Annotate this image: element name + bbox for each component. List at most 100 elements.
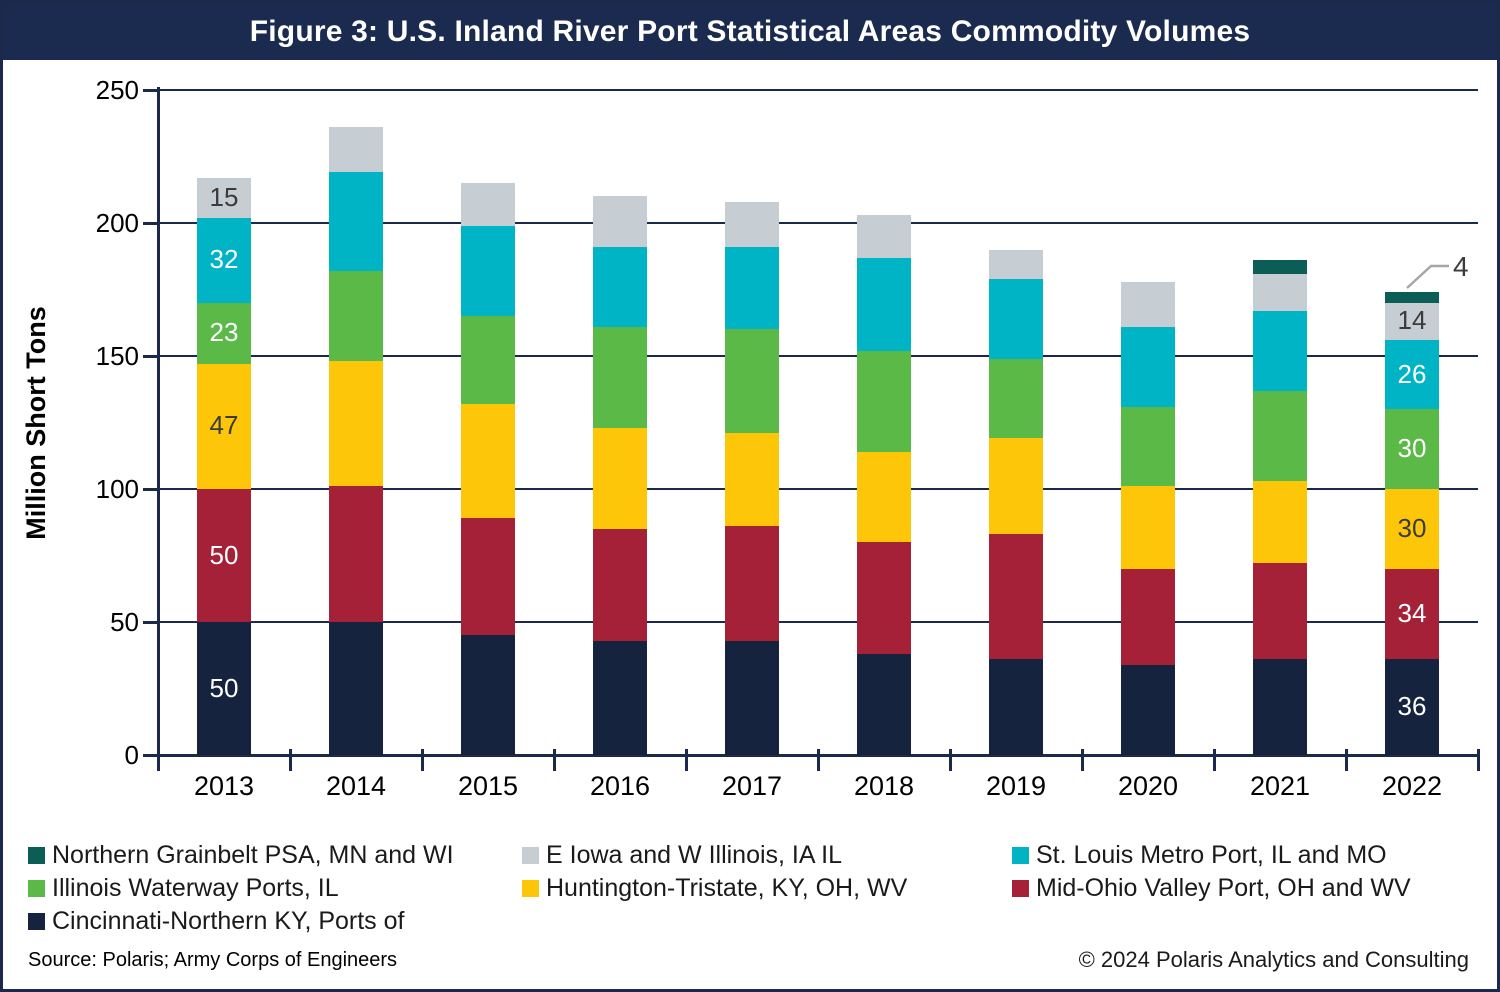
legend-item: Northern Grainbelt PSA, MN and WI xyxy=(28,841,454,869)
bar-value-label: 50 xyxy=(209,672,239,703)
bar-segment xyxy=(1253,563,1307,660)
x-tick-0 xyxy=(156,749,160,771)
bar-segment: 34 xyxy=(1385,568,1439,660)
y-axis-line xyxy=(157,87,160,761)
bar-segment xyxy=(857,451,911,543)
bar-segment xyxy=(1121,326,1175,407)
x-tick-1 xyxy=(288,749,292,771)
legend-item: Mid-Ohio Valley Port, OH and WV xyxy=(1012,874,1411,902)
bar-value-label: 30 xyxy=(1397,512,1427,543)
y-tick-label-200: 200 xyxy=(95,208,139,238)
y-axis-title: Million Short Tons xyxy=(21,306,51,540)
bar-segment: 30 xyxy=(1385,409,1439,489)
x-tick-7 xyxy=(1080,749,1084,771)
y-tick-250 xyxy=(143,88,158,92)
legend-swatch-icon xyxy=(522,847,539,864)
bar-segment: 50 xyxy=(197,622,251,755)
bar-segment xyxy=(989,249,1043,279)
gridline-150 xyxy=(158,355,1478,357)
bar-segment xyxy=(1253,390,1307,482)
bar-segment xyxy=(461,316,515,404)
legend-swatch-icon xyxy=(1012,847,1029,864)
callout-value-label: 4 xyxy=(1453,251,1469,282)
x-tick-6 xyxy=(948,749,952,771)
bar-segment xyxy=(989,659,1043,755)
bar-segment xyxy=(593,196,647,247)
x-tick-8 xyxy=(1212,749,1216,771)
bar-segment xyxy=(593,326,647,428)
bar-value-label: 47 xyxy=(209,410,239,441)
y-tick-label-0: 0 xyxy=(124,740,139,770)
bar-value-label: 15 xyxy=(209,181,239,212)
bar-segment xyxy=(461,635,515,755)
y-tick-100 xyxy=(143,487,158,491)
bar-segment xyxy=(857,215,911,258)
copyright-note: © 2024 Polaris Analytics and Consulting xyxy=(1078,947,1469,972)
legend-label: E Iowa and W Illinois, IA IL xyxy=(546,841,842,869)
legend-swatch-icon xyxy=(522,880,539,897)
y-tick-150 xyxy=(143,354,158,358)
bar-segment xyxy=(1121,406,1175,487)
legend-label: Northern Grainbelt PSA, MN and WI xyxy=(52,841,454,869)
bar-segment xyxy=(1253,310,1307,391)
bar-segment xyxy=(725,246,779,330)
bar-segment xyxy=(329,127,383,173)
x-category-label-2018: 2018 xyxy=(853,771,915,801)
bar-segment xyxy=(857,542,911,654)
x-tick-2 xyxy=(420,749,424,771)
bar-segment xyxy=(461,225,515,317)
bar-segment: 32 xyxy=(197,217,251,303)
x-category-label-2021: 2021 xyxy=(1249,771,1311,801)
legend-swatch-icon xyxy=(1012,880,1029,897)
legend-label: Illinois Waterway Ports, IL xyxy=(52,874,339,902)
x-tick-4 xyxy=(684,749,688,771)
bar-segment xyxy=(1121,486,1175,569)
legend-label: Mid-Ohio Valley Port, OH and WV xyxy=(1036,874,1411,902)
y-tick-label-250: 250 xyxy=(95,75,139,105)
bar-segment xyxy=(1253,260,1307,274)
bar-value-label: 36 xyxy=(1397,691,1427,722)
legend-swatch-icon xyxy=(28,913,45,930)
x-tick-5 xyxy=(816,749,820,771)
bar-segment xyxy=(329,270,383,362)
bar-segment xyxy=(329,622,383,755)
bar-segment: 30 xyxy=(1385,489,1439,569)
bar-segment xyxy=(329,486,383,622)
callout-connector-line xyxy=(1406,264,1449,289)
bar-segment xyxy=(1121,664,1175,755)
y-tick-200 xyxy=(143,221,158,225)
bar-value-label: 34 xyxy=(1397,598,1427,629)
gridline-200 xyxy=(158,222,1478,224)
y-tick-0 xyxy=(143,753,158,757)
bar-segment: 50 xyxy=(197,489,251,622)
bar-value-label: 50 xyxy=(209,539,239,570)
bar-segment xyxy=(593,246,647,327)
y-tick-label-150: 150 xyxy=(95,341,139,371)
bar-segment xyxy=(461,403,515,519)
y-tick-50 xyxy=(143,620,158,624)
bar-value-label: 32 xyxy=(209,244,239,275)
legend-item: Cincinnati-Northern KY, Ports of xyxy=(28,907,404,935)
bar-segment xyxy=(1385,292,1439,303)
x-category-label-2017: 2017 xyxy=(721,771,783,801)
x-tick-9 xyxy=(1344,749,1348,771)
x-tick-10 xyxy=(1476,749,1480,771)
chart-legend: Northern Grainbelt PSA, MN and WI Illinoi… xyxy=(25,841,1475,941)
bar-segment xyxy=(593,427,647,529)
bar-segment xyxy=(857,257,911,351)
bar-segment: 26 xyxy=(1385,340,1439,410)
x-tick-3 xyxy=(552,749,556,771)
bar-segment xyxy=(857,350,911,452)
bar-segment xyxy=(725,640,779,755)
bar-segment xyxy=(989,358,1043,439)
x-category-label-2020: 2020 xyxy=(1117,771,1179,801)
bar-segment xyxy=(1121,568,1175,665)
bar-segment xyxy=(1253,481,1307,564)
bar-segment xyxy=(725,433,779,527)
source-note: Source: Polaris; Army Corps of Engineers xyxy=(28,949,398,971)
bar-segment xyxy=(461,183,515,226)
bar-segment xyxy=(989,278,1043,359)
x-category-label-2015: 2015 xyxy=(457,771,519,801)
legend-item: E Iowa and W Illinois, IA IL xyxy=(522,841,842,869)
bar-segment xyxy=(593,640,647,755)
